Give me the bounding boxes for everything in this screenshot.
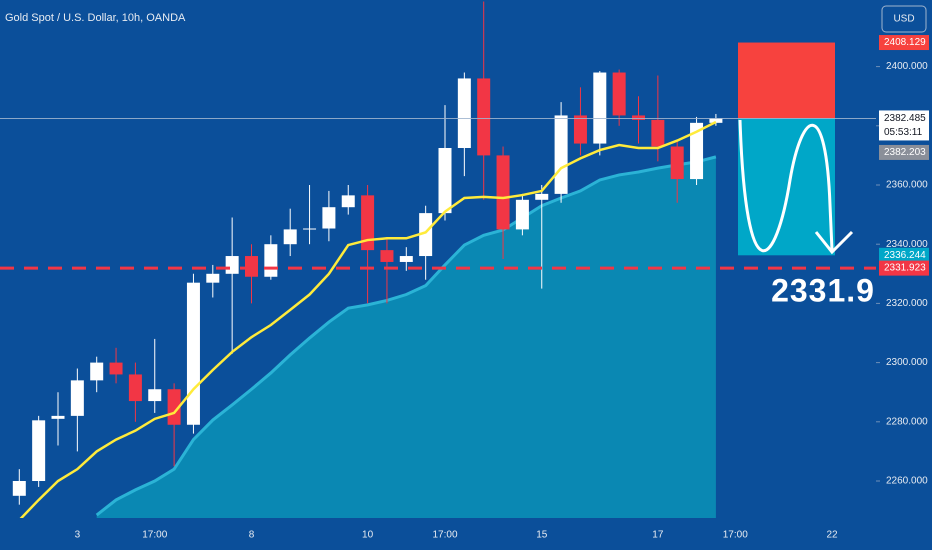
candle-body: [225, 256, 239, 274]
candle-body: [12, 481, 26, 496]
candle-body: [148, 389, 162, 402]
target-annotation: 2331.9: [771, 272, 875, 308]
bid-badge-bg: [879, 144, 929, 160]
candle-body: [128, 374, 142, 402]
candle-body: [245, 256, 258, 277]
candle-body: [670, 146, 684, 180]
projection-arrowhead: [814, 230, 854, 255]
projection-curve: [738, 119, 834, 252]
x-tick-label: 17: [652, 530, 664, 541]
last-price-panel: [879, 110, 929, 141]
time-axis-bg: [0, 518, 876, 550]
candle-body: [51, 415, 65, 419]
target-zone: [738, 118, 835, 256]
target-badge-bg: [879, 247, 929, 263]
candle-body: [515, 199, 529, 230]
stop-badge: 2408.129: [884, 37, 926, 48]
plot-area: [0, 1, 876, 521]
candle-body: [90, 362, 104, 381]
last-price-badge: 2382.485: [884, 113, 926, 124]
candle-body: [186, 282, 200, 425]
overlay: [738, 119, 854, 255]
y-tick-label: 2300.000: [886, 357, 928, 368]
candle-body: [593, 72, 607, 144]
x-tick-label: 22: [826, 530, 838, 541]
candle-body: [632, 115, 645, 120]
candle-body: [167, 389, 181, 425]
candle-body: [709, 118, 723, 123]
candle-body: [438, 148, 452, 214]
bid-badge: 2382.203: [884, 147, 926, 158]
candle-body: [399, 256, 413, 262]
candle-body: [303, 228, 317, 230]
moving-average: [18, 120, 717, 521]
target-line-badge-bg: [879, 260, 929, 276]
candle-body: [554, 115, 568, 194]
stop-badge-bg: [879, 35, 929, 51]
candle-body: [32, 420, 46, 481]
x-tick-label: 15: [536, 530, 548, 541]
candle-body: [419, 213, 433, 257]
x-tick-label: 17:00: [723, 530, 748, 541]
candle-body: [70, 380, 84, 416]
candle-body: [322, 207, 336, 229]
candle-body: [573, 115, 587, 144]
y-tick-label: 2280.000: [886, 416, 928, 427]
x-tick-label: 17:00: [432, 530, 457, 541]
currency[interactable]: USD: [893, 14, 914, 25]
candle-body: [341, 195, 355, 208]
candle-body: [477, 78, 491, 156]
candle-body: [496, 155, 510, 230]
x-tick-label: 3: [75, 530, 81, 541]
chart-title: Gold Spot / U.S. Dollar, 10h, OANDA: [5, 12, 186, 24]
countdown: 05:53:11: [884, 127, 923, 138]
y-tick-label: 2340.000: [886, 239, 928, 250]
y-tick-label: 2400.000: [886, 61, 928, 72]
x-tick-label: 17:00: [142, 530, 167, 541]
candle-body: [535, 193, 549, 200]
area-outline: [95, 155, 717, 517]
y-tick-label: 2260.000: [886, 476, 928, 487]
area-series: [96, 156, 716, 518]
target-line-badge: 2331.923: [884, 263, 926, 274]
candle-body: [380, 250, 394, 262]
candle-body: [612, 72, 626, 116]
candle-body: [283, 229, 297, 245]
candle-body: [206, 273, 220, 283]
x-tick-label: 10: [362, 530, 374, 541]
x-tick-label: 8: [249, 530, 255, 541]
stop-zone: [738, 42, 835, 119]
time-axis: 3 17:00 8 10 17:00 15 17 17:00 22: [0, 518, 876, 550]
candle-body: [264, 244, 278, 277]
target-badge: 2336.244: [884, 250, 926, 261]
candle-body: [457, 78, 471, 148]
candle-body: [361, 195, 375, 251]
currency-button[interactable]: [881, 5, 927, 33]
price-axis: 2260.000 2280.000 2300.000 2320.000 2340.000…: [876, 0, 932, 550]
y-tick-label: 2320.000: [886, 298, 928, 309]
y-tick-label: 2360.000: [886, 180, 928, 191]
candle-body: [651, 119, 665, 147]
candle-body: [690, 122, 704, 180]
candle-body: [109, 362, 123, 375]
